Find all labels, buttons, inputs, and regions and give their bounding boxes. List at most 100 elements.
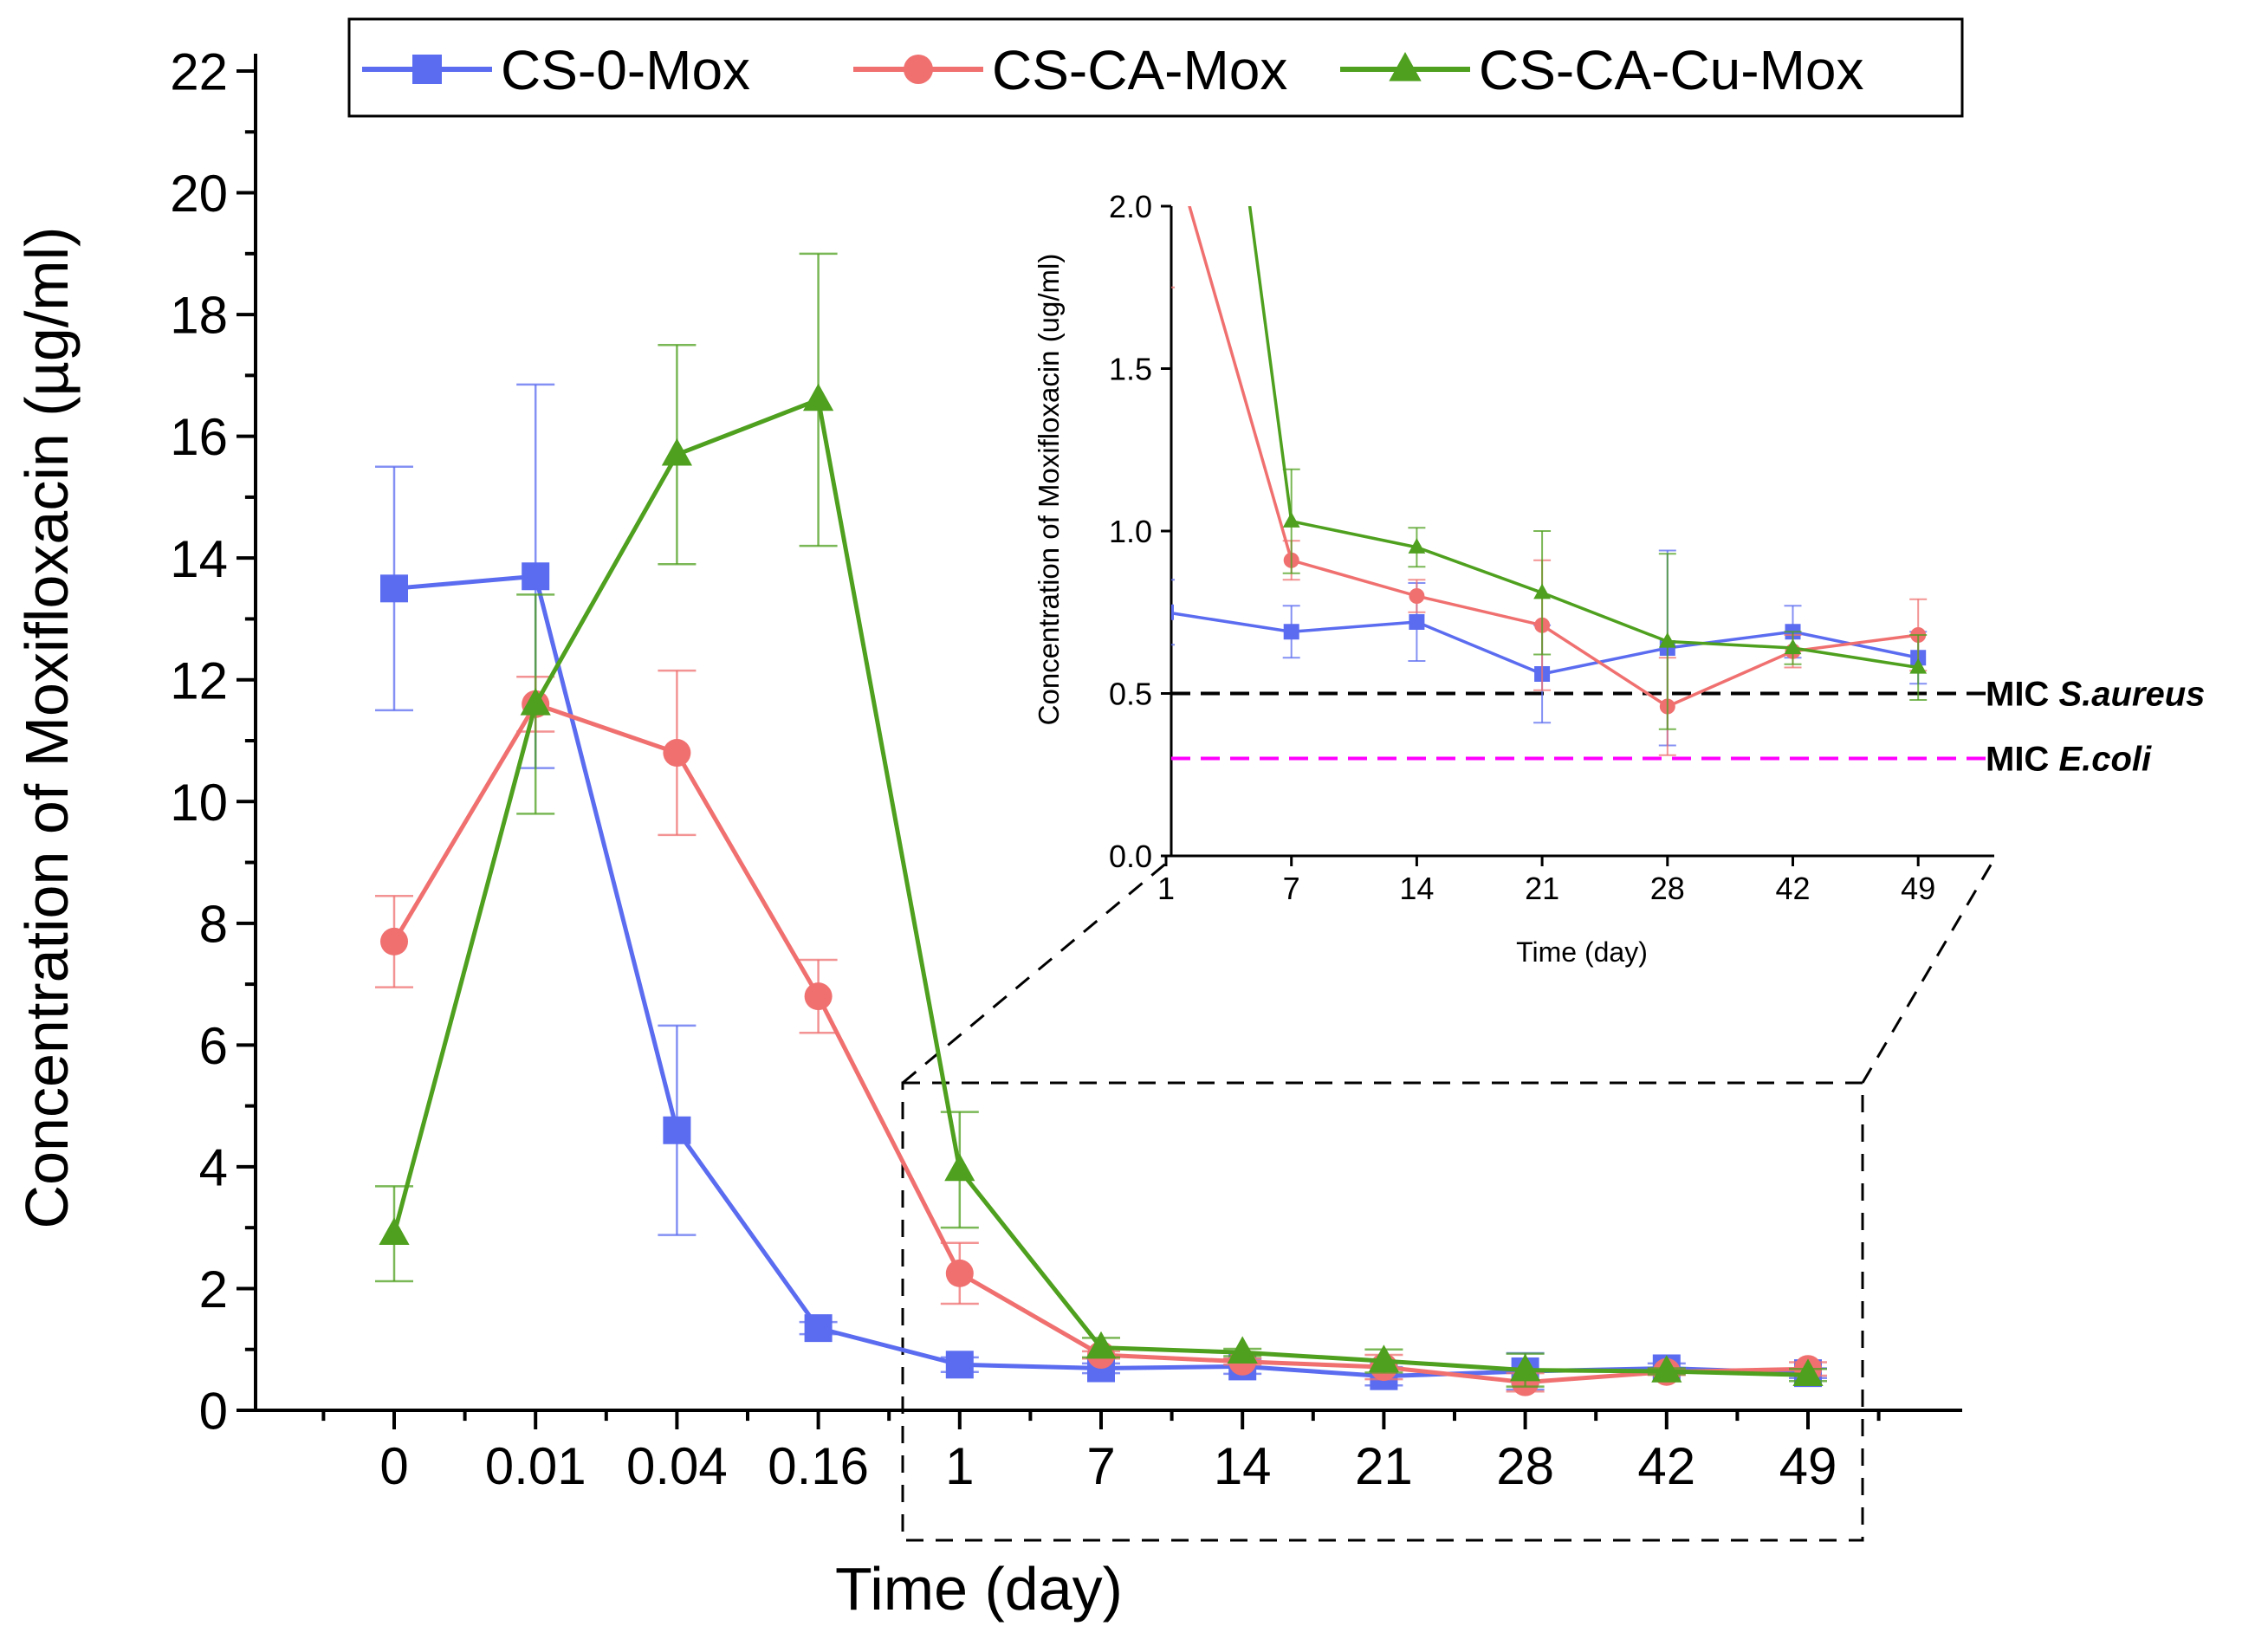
inset-cs-ca-mox-point-1	[1158, 117, 1174, 133]
zoom-connector-right	[1861, 861, 1994, 1084]
main-cs-ca-cu-mox-point-21	[1368, 1344, 1399, 1372]
main-y-tick-label-10: 10	[170, 774, 228, 832]
legend: CS-0-Mox CS-CA-Mox CS-CA-Cu-Mox	[347, 17, 1964, 118]
inset-y-tick-label-0-0: 0.0	[1109, 839, 1152, 874]
legend-entry-cs-ca-cu-mox: CS-CA-Cu-Mox	[1340, 39, 1863, 101]
mic-label-organism-e-coli: E.coli	[2058, 741, 2152, 779]
legend-marker-cs-0-mox	[412, 55, 442, 84]
main-y-ticks: 0 2 4 6 8 10 12 14 16 18 20 22	[170, 43, 256, 1441]
main-y-tick-label-22: 22	[170, 43, 228, 101]
main-y-tick-label-18: 18	[170, 287, 228, 345]
inset-y-tick-label-1-0: 1.0	[1109, 514, 1152, 549]
main-x-tick-label-0-04: 0.04	[626, 1437, 728, 1495]
main-cs-ca-cu-mox-point-49	[1792, 1358, 1824, 1387]
mic-label-prefix-e-coli: MIC	[1986, 741, 2058, 779]
inset-cs-ca-cu-mox-point-7	[1282, 512, 1300, 528]
inset-x-tick-label-21: 21	[1525, 871, 1559, 906]
inset-cs-ca-cu-mox-point-21	[1533, 583, 1551, 599]
inset-cs-ca-mox-point-14	[1409, 588, 1425, 604]
main-cs-ca-cu-mox-point-0-16	[803, 383, 834, 411]
legend-entry-cs-0-mox: CS-0-Mox	[362, 39, 750, 101]
main-axes	[254, 54, 1962, 1412]
main-x-tick-label-0-16: 0.16	[768, 1437, 869, 1495]
legend-label-cs-ca-cu-mox: CS-CA-Cu-Mox	[1479, 39, 1863, 101]
main-y-tick-label-4: 4	[199, 1139, 228, 1197]
main-cs-0-mox-point-0-04	[663, 1116, 691, 1144]
main-cs-0-mox-point-0-16	[804, 1314, 833, 1343]
legend-label-cs-0-mox: CS-0-Mox	[501, 39, 750, 101]
mic-label-e-coli: MIC E.coli	[1986, 741, 2152, 779]
inset-background	[1171, 206, 1994, 856]
mic-label-prefix-s-aureus: MIC	[1986, 676, 2058, 714]
main-cs-ca-cu-mox-point-42	[1651, 1355, 1682, 1383]
inset-reference-lines	[1171, 691, 1994, 761]
main-x-tick-label-21: 21	[1355, 1437, 1413, 1495]
main-cs-ca-cu-mox-point-0	[379, 1217, 410, 1245]
main-cs-ca-cu-mox-point-7	[1085, 1331, 1117, 1359]
main-x-ticks: 0 0.01 0.04 0.16 1 7 14 21 28 42 49	[321, 1410, 1881, 1495]
main-x-tick-label-0-01: 0.01	[485, 1437, 586, 1495]
inset-x-axis-label: Time (day)	[1516, 936, 1648, 968]
main-y-tick-label-6: 6	[199, 1017, 228, 1075]
main-y-axis-label: Concentration of Moxifloxacin (µg/ml)	[13, 227, 81, 1229]
mic-label-organism-s-aureus: S.aureus	[2058, 676, 2205, 714]
legend-marker-cs-ca-cu-mox	[1389, 51, 1422, 81]
inset-x-tick-label-49: 49	[1901, 871, 1935, 906]
inset-cs-0-mox-point-1	[1171, 604, 1174, 620]
main-x-tick-label-49: 49	[1779, 1437, 1837, 1495]
main-y-tick-label-12: 12	[170, 651, 228, 709]
inset-series-cs-ca-cu-mox	[1247, 206, 1928, 730]
main-cs-ca-mox-point-1	[945, 1259, 974, 1287]
inset-plot: 0.00.51.01.52.0 1 7 14 21 28 42 49 Time (day) …	[1033, 117, 1994, 968]
main-x-tick-label-28: 28	[1496, 1437, 1554, 1495]
legend-entry-cs-ca-mox: CS-CA-Mox	[853, 39, 1287, 101]
main-cs-ca-mox-point-0-16	[804, 982, 833, 1011]
inset-series-group	[1158, 117, 1928, 756]
main-cs-0-mox-point-0-01	[522, 562, 550, 591]
main-series-cs-ca-cu-mox	[375, 252, 1827, 1388]
main-x-tick-label-0: 0	[379, 1437, 408, 1495]
inset-cs-ca-cu-mox-point-28	[1658, 632, 1676, 648]
inset-cs-ca-cu-mox-point-14	[1408, 538, 1426, 554]
main-cs-ca-cu-mox-point-14	[1227, 1336, 1258, 1364]
main-y-tick-label-2: 2	[199, 1260, 228, 1318]
mic-label-s-aureus: MIC S.aureus	[1986, 676, 2205, 714]
inset-x-tick-label-42: 42	[1775, 871, 1810, 906]
main-cs-ca-cu-mox-point-0-04	[661, 437, 692, 466]
main-cs-0-mox-point-1	[945, 1351, 974, 1379]
inset-x-tick-label-14: 14	[1399, 871, 1434, 906]
zoom-indicator	[901, 860, 1994, 1542]
inset-cs-0-mox-point-7	[1283, 624, 1299, 640]
main-x-axis-label: Time (day)	[835, 1555, 1123, 1623]
inset-cs-ca-cu-mox-point-42	[1784, 638, 1802, 655]
main-cs-ca-cu-mox-point-0-01	[520, 687, 551, 716]
main-y-tick-label-16: 16	[170, 408, 228, 466]
main-y-tick-label-14: 14	[170, 530, 228, 588]
zoom-region-box	[901, 1081, 1864, 1542]
main-x-tick-label-1: 1	[945, 1437, 974, 1495]
inset-y-ticks: 0.0 0.5 1.0 1.5 2.0	[1109, 189, 1171, 874]
zoom-connector-left	[902, 860, 1169, 1085]
main-x-tick-label-7: 7	[1086, 1437, 1115, 1495]
legend-marker-cs-ca-mox	[904, 55, 933, 84]
main-cs-ca-cu-mox-point-28	[1510, 1353, 1541, 1382]
inset-cs-0-mox-point-14	[1409, 614, 1425, 630]
main-y-tick-label-20: 20	[170, 165, 228, 223]
inset-x-tick-label-1: 1	[1157, 871, 1175, 906]
inset-y-tick-label-1-5: 1.5	[1109, 351, 1152, 386]
legend-label-cs-ca-mox: CS-CA-Mox	[992, 39, 1287, 101]
main-cs-0-mox-point-0	[380, 574, 408, 603]
inset-cs-ca-cu-mox-point-49	[1909, 658, 1928, 674]
main-series-group	[375, 252, 1827, 1396]
main-cs-ca-cu-mox-point-1	[944, 1153, 975, 1182]
main-cs-ca-mox-point-0-04	[663, 739, 691, 768]
inset-y-axis-label: Concentration of Moxifloxacin (ug/ml)	[1033, 254, 1065, 726]
inset-x-tick-label-7: 7	[1283, 871, 1300, 906]
inset-x-tick-label-28: 28	[1650, 871, 1685, 906]
inset-x-ticks: 1 7 14 21 28 42 49	[1157, 856, 1935, 906]
main-y-tick-label-8: 8	[199, 895, 228, 953]
inset-y-tick-label-0-5: 0.5	[1109, 676, 1152, 711]
